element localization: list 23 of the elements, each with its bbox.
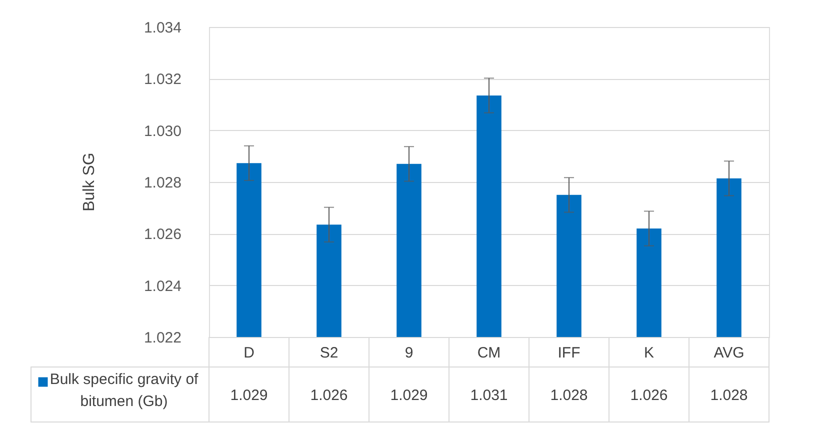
data-label: 1.028 (710, 387, 748, 404)
y-tick-label: 1.034 (144, 20, 182, 36)
data-label: 1.029 (230, 387, 268, 404)
y-axis-title: Bulk SG (81, 152, 98, 212)
y-tick-label: 1.026 (144, 226, 182, 244)
y-tick-label: 1.032 (144, 71, 182, 88)
data-label: 1.028 (550, 387, 588, 404)
y-tick-label: 1.022 (144, 330, 182, 346)
x-tick-label: K (644, 344, 654, 362)
data-label: 1.029 (390, 387, 428, 404)
x-tick-label: CM (477, 344, 501, 362)
y-tick-label: 1.028 (144, 174, 182, 192)
y-tick-label: 1.030 (144, 122, 182, 140)
legend-label: Bulk specific gravity of bitumen (Gb) (50, 371, 200, 410)
x-tick-label: D (244, 344, 255, 362)
y-tick-label: 1.024 (144, 278, 182, 295)
data-label: 1.026 (630, 387, 668, 404)
x-tick-label: AVG (714, 344, 744, 362)
x-tick-label: 9 (404, 344, 414, 362)
x-tick-label: S2 (320, 344, 338, 362)
data-label: 1.031 (470, 387, 508, 404)
data-label: 1.026 (310, 387, 348, 404)
x-tick-label: IFF (558, 344, 580, 362)
